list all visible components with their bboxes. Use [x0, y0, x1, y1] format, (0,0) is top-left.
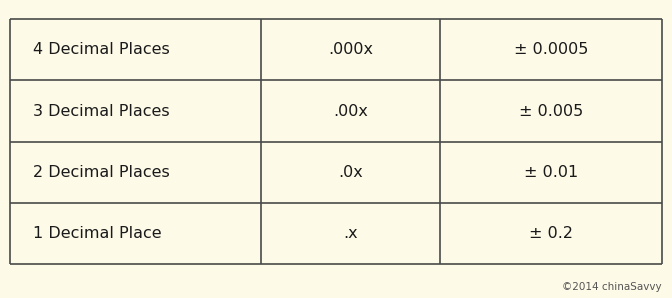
- Text: .0x: .0x: [338, 164, 363, 180]
- Bar: [10, 203, 261, 264]
- Bar: [261, 19, 440, 80]
- Text: 2 Decimal Places: 2 Decimal Places: [33, 164, 169, 180]
- Bar: [440, 80, 662, 142]
- Bar: [10, 142, 261, 203]
- Bar: [261, 142, 440, 203]
- Text: .x: .x: [343, 226, 358, 241]
- Text: ©2014 chinaSavvy: ©2014 chinaSavvy: [562, 282, 662, 292]
- Text: ± 0.01: ± 0.01: [524, 164, 578, 180]
- Text: ± 0.2: ± 0.2: [529, 226, 573, 241]
- Text: .00x: .00x: [333, 103, 368, 119]
- Bar: [10, 19, 261, 80]
- Text: 3 Decimal Places: 3 Decimal Places: [33, 103, 169, 119]
- Bar: [261, 80, 440, 142]
- Bar: [261, 203, 440, 264]
- Text: ± 0.005: ± 0.005: [519, 103, 583, 119]
- Text: 4 Decimal Places: 4 Decimal Places: [33, 42, 169, 58]
- Text: .000x: .000x: [328, 42, 373, 58]
- Bar: [440, 142, 662, 203]
- Bar: [10, 80, 261, 142]
- Bar: [440, 19, 662, 80]
- Text: ± 0.0005: ± 0.0005: [514, 42, 588, 58]
- Text: 1 Decimal Place: 1 Decimal Place: [33, 226, 161, 241]
- Bar: [440, 203, 662, 264]
